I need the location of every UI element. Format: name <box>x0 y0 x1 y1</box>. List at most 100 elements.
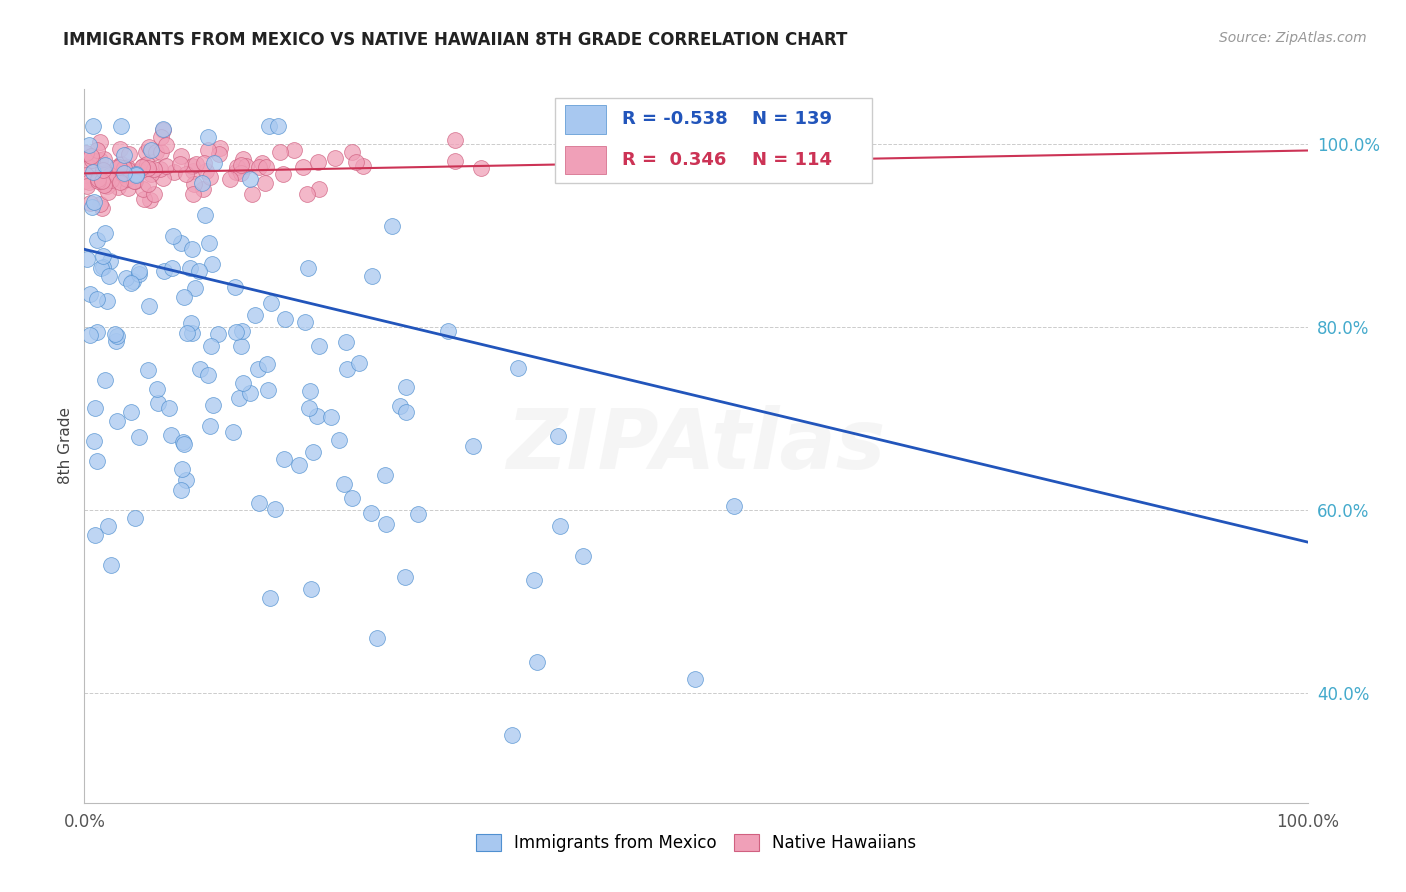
Point <box>121 169 143 183</box>
Point <box>299 582 322 597</box>
Point <box>91 163 114 178</box>
Point <box>225 325 247 339</box>
Point <box>91 201 114 215</box>
Point <box>79 195 101 210</box>
Point <box>374 468 396 483</box>
Point <box>94 158 117 172</box>
Point <box>170 235 193 250</box>
Point <box>294 315 316 329</box>
Point <box>80 153 103 167</box>
Point <box>340 491 363 505</box>
Point <box>222 425 245 439</box>
Point <box>128 267 150 281</box>
Point <box>91 260 114 275</box>
Point <box>150 145 173 159</box>
Point <box>96 173 118 187</box>
Point <box>723 499 745 513</box>
Point <box>229 166 252 180</box>
Point <box>208 141 231 155</box>
Point <box>79 327 101 342</box>
Point <box>308 339 330 353</box>
Point <box>201 398 224 412</box>
Text: ZIPAtlas: ZIPAtlas <box>506 406 886 486</box>
Point <box>73 174 96 188</box>
Point <box>257 119 280 133</box>
Point <box>250 156 273 170</box>
Point <box>197 368 219 383</box>
Point <box>157 401 180 415</box>
Point <box>94 226 117 240</box>
Point <box>153 264 176 278</box>
Point <box>143 186 166 201</box>
Point <box>548 519 571 533</box>
Point <box>135 157 157 171</box>
Point <box>112 147 135 161</box>
Point <box>94 178 117 192</box>
Point <box>197 129 219 144</box>
Point <box>174 167 197 181</box>
Point <box>129 164 152 178</box>
Point <box>508 361 530 376</box>
Point <box>107 180 129 194</box>
Point <box>82 119 104 133</box>
Point <box>105 160 128 174</box>
Point <box>83 401 105 416</box>
Point <box>256 357 278 371</box>
Point <box>77 175 100 189</box>
Point <box>132 192 155 206</box>
Point <box>572 549 595 564</box>
Point <box>352 160 374 174</box>
Point <box>253 176 276 190</box>
Point <box>131 159 153 173</box>
Point <box>108 161 131 175</box>
Point <box>470 161 492 176</box>
Point <box>128 430 150 444</box>
Point <box>100 558 122 572</box>
Point <box>98 168 121 182</box>
Text: N = 114: N = 114 <box>752 151 831 169</box>
Point <box>108 175 131 189</box>
Point <box>115 160 138 174</box>
Point <box>444 154 467 169</box>
Point <box>131 160 153 174</box>
Point <box>155 159 177 173</box>
Point <box>267 119 290 133</box>
Point <box>160 260 183 275</box>
Point <box>94 373 117 387</box>
Point <box>170 483 193 497</box>
Point <box>231 158 253 172</box>
Point <box>336 362 359 376</box>
Point <box>172 434 194 449</box>
Point <box>86 292 108 306</box>
Point <box>191 176 214 190</box>
Point <box>142 162 165 177</box>
Point <box>256 384 278 398</box>
Point <box>120 277 142 291</box>
Point <box>96 294 118 309</box>
Point <box>197 143 219 157</box>
Point <box>259 296 281 310</box>
Point <box>148 396 170 410</box>
Point <box>152 123 174 137</box>
Point <box>198 170 221 185</box>
Point <box>96 179 118 194</box>
Point <box>83 528 105 542</box>
Point <box>89 153 111 167</box>
Point <box>122 274 145 288</box>
Point <box>328 433 350 447</box>
Point <box>87 174 110 188</box>
Point <box>187 263 209 277</box>
Point <box>259 591 281 606</box>
Point <box>132 181 155 195</box>
Point <box>146 383 169 397</box>
Point <box>93 153 115 167</box>
Point <box>91 249 114 263</box>
Point <box>162 229 184 244</box>
Point <box>173 290 195 304</box>
Point <box>307 409 329 423</box>
Point <box>86 170 108 185</box>
Point <box>444 133 467 147</box>
Point <box>225 165 247 179</box>
Point <box>375 516 398 531</box>
FancyBboxPatch shape <box>565 145 606 175</box>
